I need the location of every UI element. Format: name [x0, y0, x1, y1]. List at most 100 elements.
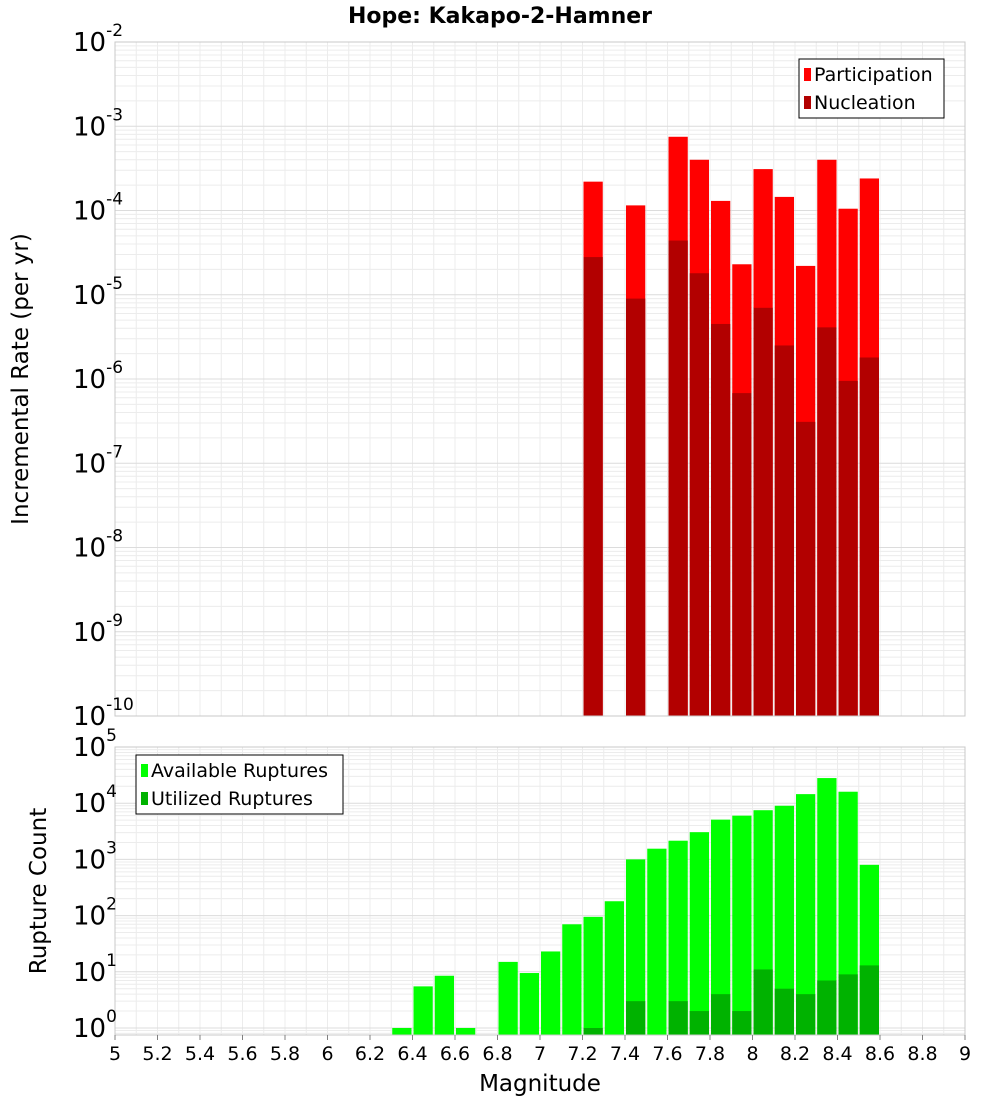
nucleation-bar — [689, 273, 709, 716]
available-ruptures-bar — [668, 840, 688, 1035]
y-tick-label: 10-9 — [73, 611, 123, 648]
nucleation-bar — [774, 345, 794, 716]
available-ruptures-bar — [711, 819, 731, 1035]
nucleation-bar — [859, 357, 879, 716]
x-tick-label: 8.8 — [907, 1043, 937, 1065]
x-tick-label: 5 — [109, 1043, 121, 1065]
top-legend: Participation Nucleation — [798, 58, 945, 119]
available-ruptures-bar — [647, 848, 667, 1035]
legend-label: Nucleation — [814, 92, 916, 114]
x-tick-label: 7.2 — [567, 1043, 597, 1065]
utilized-ruptures-bar — [838, 974, 858, 1035]
legend-box — [798, 58, 945, 119]
x-tick-label: 7 — [534, 1043, 546, 1065]
available-ruptures-bar — [774, 805, 794, 1035]
x-tick-label: 6.2 — [355, 1043, 385, 1065]
top-gridlines — [114, 41, 966, 717]
utilized-ruptures-bar — [796, 994, 816, 1035]
legend-swatch — [804, 96, 811, 109]
y-tick-label: 105 — [73, 726, 117, 763]
available-ruptures-bar — [434, 975, 454, 1035]
x-tick-label: 8.4 — [822, 1043, 852, 1065]
available-ruptures-bar — [541, 951, 561, 1035]
y-tick-label: 10-10 — [73, 695, 134, 732]
available-ruptures-bar — [413, 986, 433, 1035]
x-tick-label: 7.8 — [695, 1043, 725, 1065]
available-ruptures-bar — [817, 778, 837, 1035]
x-tick-label: 7.6 — [652, 1043, 682, 1065]
top-y-axis-label: Incremental Rate (per yr) — [8, 233, 34, 525]
chart-title: Hope: Kakapo-2-Hamner — [348, 4, 652, 29]
top-panel: 10-10 10-9 10-8 10-7 10-6 10-5 10-4 10-3 10-2 In… — [8, 21, 966, 732]
y-tick-label: 104 — [73, 782, 117, 819]
bottom-panel: 100 101 102 103 104 105 5 5.2 5.4 5.6 5.8 6 6.2 6.4 6… — [26, 726, 971, 1097]
legend-label: Utilized Ruptures — [151, 788, 313, 810]
y-tick-label: 10-4 — [73, 190, 123, 227]
utilized-ruptures-bar — [711, 994, 731, 1035]
x-tick-label: 8 — [746, 1043, 758, 1065]
y-tick-label: 10-2 — [73, 21, 123, 58]
x-tick-label: 5.2 — [142, 1043, 172, 1065]
y-tick-label: 10-7 — [73, 442, 123, 479]
legend-swatch — [141, 792, 148, 805]
bottom-legend: Available Ruptures Utilized Ruptures — [135, 754, 344, 815]
nucleation-bar — [796, 421, 816, 716]
nucleation-bar — [753, 307, 773, 716]
x-tick-label: 8.2 — [780, 1043, 810, 1065]
available-ruptures-bar — [583, 916, 603, 1035]
x-tick-label: 5.6 — [227, 1043, 257, 1065]
y-tick-label: 10-5 — [73, 274, 123, 311]
nucleation-bar — [711, 323, 731, 716]
x-tick-label: 9 — [959, 1043, 971, 1065]
x-tick-label: 8.6 — [865, 1043, 895, 1065]
available-ruptures-bar — [626, 859, 646, 1035]
x-tick-label: 5.8 — [270, 1043, 300, 1065]
nucleation-bar — [732, 393, 752, 716]
available-ruptures-bar — [796, 794, 816, 1035]
nucleation-bar — [583, 257, 603, 716]
utilized-ruptures-bar — [753, 969, 773, 1035]
available-ruptures-bar — [732, 815, 752, 1035]
utilized-ruptures-bar — [817, 980, 837, 1035]
y-tick-label: 10-6 — [73, 358, 123, 395]
legend-label: Available Ruptures — [151, 760, 328, 782]
available-ruptures-bar — [519, 973, 539, 1035]
nucleation-bar — [817, 327, 837, 716]
x-tick-label: 5.4 — [185, 1043, 215, 1065]
x-tick-label: 6.6 — [440, 1043, 470, 1065]
y-tick-label: 100 — [73, 1007, 117, 1044]
utilized-ruptures-bar — [689, 1011, 709, 1035]
legend-swatch — [141, 764, 148, 777]
available-ruptures-bar — [456, 1027, 476, 1035]
y-tick-label: 101 — [73, 951, 117, 988]
available-ruptures-bar — [392, 1027, 412, 1035]
x-tick-labels: 5 5.2 5.4 5.6 5.8 6 6.2 6.4 6.6 6.8 7 7.2 7.4 7.6 7.8 8… — [109, 1035, 971, 1065]
y-tick-label: 10-3 — [73, 105, 123, 142]
x-tick-label: 6 — [321, 1043, 333, 1065]
utilized-ruptures-bar — [859, 965, 879, 1035]
legend-swatch — [804, 68, 811, 81]
nucleation-bar — [668, 240, 688, 716]
x-tick-label: 6.4 — [397, 1043, 427, 1065]
available-ruptures-bar — [498, 961, 518, 1035]
available-ruptures-bar — [689, 832, 709, 1035]
y-tick-label: 10-8 — [73, 527, 123, 564]
utilized-ruptures-bar — [583, 1027, 603, 1035]
utilized-ruptures-bar — [774, 988, 794, 1035]
available-ruptures-bar — [838, 791, 858, 1035]
y-tick-label: 103 — [73, 838, 117, 875]
bottom-y-axis-label: Rupture Count — [26, 808, 52, 974]
x-tick-label: 6.8 — [482, 1043, 512, 1065]
legend-box — [135, 754, 344, 815]
available-ruptures-bar — [604, 901, 624, 1035]
utilized-ruptures-bar — [668, 1001, 688, 1035]
x-axis-label: Magnitude — [479, 1071, 601, 1097]
bottom-bars — [392, 778, 879, 1035]
top-y-tick-labels: 10-10 10-9 10-8 10-7 10-6 10-5 10-4 10-3 10-2 — [73, 21, 134, 732]
x-tick-label: 7.4 — [610, 1043, 640, 1065]
nucleation-bar — [838, 380, 858, 716]
y-tick-label: 102 — [73, 895, 117, 932]
top-plot-frame — [114, 41, 966, 717]
available-ruptures-bar — [562, 924, 582, 1035]
